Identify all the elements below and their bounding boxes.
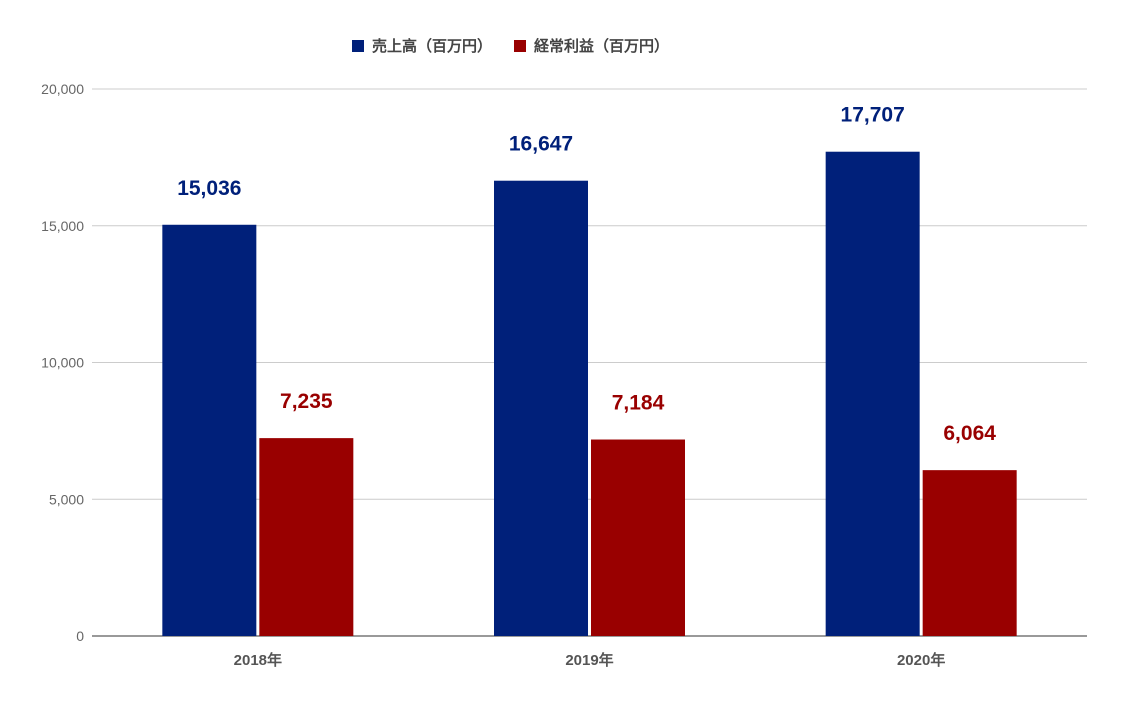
legend-label: 経常利益（百万円） — [534, 37, 669, 55]
data-label: 7,184 — [612, 392, 665, 415]
y-tick-label: 5,000 — [49, 491, 84, 507]
y-tick-label: 20,000 — [41, 81, 84, 97]
y-tick-label: 10,000 — [41, 355, 84, 371]
data-label: 16,647 — [509, 133, 573, 156]
bar-series-0-2018年 — [162, 224, 257, 637]
x-category-label: 2018年 — [234, 651, 282, 669]
data-labels: 15,036 7,235 16,647 7,184 17,707 6,064 — [177, 104, 996, 445]
data-label: 15,036 — [177, 177, 241, 200]
y-tick-label: 0 — [76, 628, 84, 644]
legend-label: 売上高（百万円） — [372, 37, 492, 55]
y-axis-ticks: 0 5,000 10,000 15,000 20,000 — [41, 81, 84, 644]
x-category-label: 2020年 — [897, 651, 945, 669]
y-tick-label: 15,000 — [41, 218, 84, 234]
legend-swatch — [514, 40, 526, 52]
bars — [162, 151, 1017, 637]
data-label: 17,707 — [841, 104, 905, 127]
bar-series-1-2019年 — [591, 439, 685, 636]
bar-series-1-2018年 — [259, 438, 354, 636]
x-category-label: 2019年 — [565, 651, 613, 669]
bar-series-0-2020年 — [825, 151, 920, 636]
legend: 売上高（百万円） 経常利益（百万円） — [352, 37, 669, 55]
bar-series-1-2020年 — [922, 470, 1017, 636]
legend-swatch — [352, 40, 364, 52]
bar-series-0-2019年 — [494, 180, 588, 637]
data-label: 6,064 — [943, 422, 996, 445]
x-axis-categories: 2018年 2019年 2020年 — [234, 651, 946, 669]
data-label: 7,235 — [280, 390, 333, 413]
gridlines — [92, 88, 1087, 637]
